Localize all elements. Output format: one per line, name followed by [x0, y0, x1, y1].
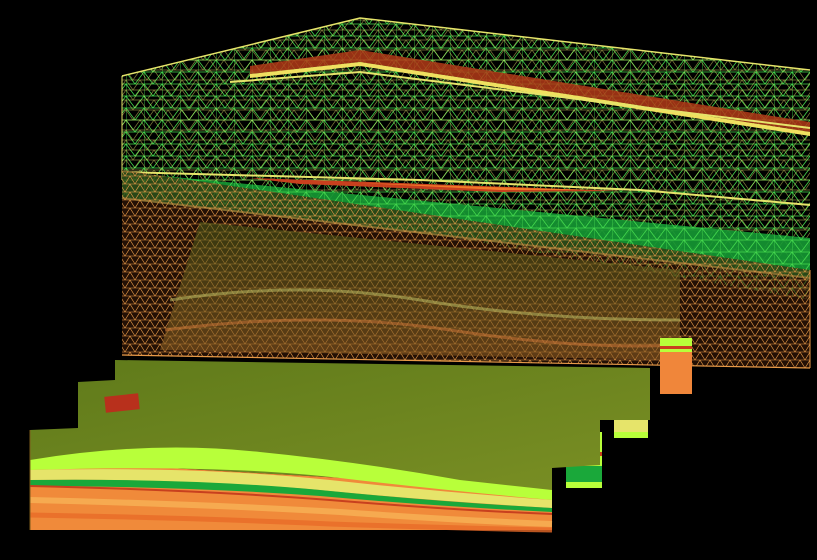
seismic-section-panel — [160, 222, 681, 360]
solid-slab-model — [29, 360, 650, 533]
horizon-bands — [121, 50, 811, 206]
